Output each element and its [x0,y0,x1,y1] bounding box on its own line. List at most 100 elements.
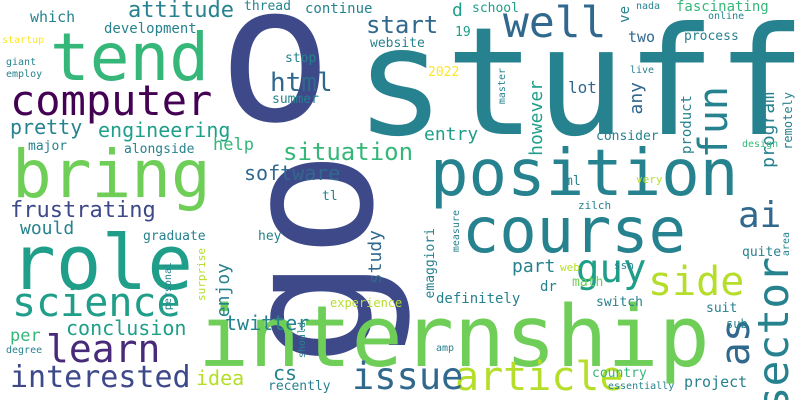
word-attitude: attitude [128,0,234,23]
word-tend: tend [50,19,209,96]
word-amp: amp [436,343,455,354]
word-tl: tl [322,189,338,204]
word-emaggiori: emaggiori [423,228,438,299]
word-stuff: stuff [355,0,800,170]
word-web: web [560,261,580,274]
word-part: part [512,256,556,277]
word-essentially: essentially [608,381,675,392]
word-conclusion: conclusion [66,316,187,340]
word-bring: bring [12,136,211,213]
word-summer: summer [272,92,319,107]
word-issue: issue [352,355,464,398]
word-internship: internship [198,288,710,387]
word-graduate: graduate [143,229,206,244]
word-situation: situation [283,138,414,166]
word-suit: suit [706,301,738,316]
word-start: start [366,11,439,39]
word-guy: guy [576,247,647,292]
word-which: which [30,8,76,26]
word-per: per [10,326,41,346]
word-major: major [28,139,68,154]
word-sub: sub [726,317,748,331]
word-ai: ai [738,195,782,236]
word-engineering: engineering [98,118,231,142]
word-continue: continue [305,1,373,17]
word-school: school [472,1,519,16]
word-consider: consider [596,129,659,144]
word-zilch: zilch [578,199,612,212]
word-fun: fun [691,86,737,159]
word-area: area [781,232,792,257]
word-two: two [628,28,656,46]
word-dr: dr [540,279,557,295]
word-project: project [684,373,748,391]
word-online: online [708,11,745,22]
word-very: very [636,173,663,186]
word-quite: quite [742,245,782,260]
word-should: should [297,322,308,359]
word-frustrating: frustrating [10,198,156,223]
word-math: math [572,275,604,290]
word-country: country [592,366,647,381]
word-design: design [742,139,779,150]
word-hey: hey [258,229,282,244]
word-2022: 2022 [428,65,460,80]
word-sector: sector [749,257,799,400]
word-position: position [430,137,739,211]
word-switch: switch [596,295,643,310]
word-course: course [462,194,686,267]
word-cs: cs [273,361,298,385]
word-definitely: definitely [436,291,521,307]
word-process: process [684,29,739,44]
word-master: master [497,68,508,105]
word-ml: ml [565,174,581,189]
word-recently: recently [268,379,331,394]
word-startup: startup [2,35,45,46]
word-remotely: remotely [781,92,795,150]
word-development: development [104,21,197,37]
word-science: science [12,280,181,326]
word-would: would [20,218,75,239]
word-nada: nada [636,1,661,12]
word-website: website [370,36,425,51]
word-alongside: alongside [124,142,195,157]
word-well: well [503,0,607,48]
word-learn: learn [46,327,161,371]
word-study: study [365,230,386,285]
word-measure: measure [451,210,462,253]
word-employ: employ [6,69,43,80]
word-pretty: pretty [10,115,83,139]
word-giant: giant [6,57,37,68]
word-stop: stop [285,51,317,66]
word-personal: personal [163,262,174,311]
word-thread: thread [244,0,291,14]
word-role: role [10,218,194,307]
word-article: article [455,354,624,400]
word-any: any [626,82,647,115]
word-idea: idea [196,366,245,390]
word-lot: lot [568,78,597,97]
word-product: product [679,95,695,155]
word-help: help [213,135,254,155]
word-degree: degree [6,345,43,356]
word-software: software [244,161,341,185]
word-program: program [758,92,779,168]
word-entry: entry [424,124,479,145]
word-live: live [630,65,655,76]
word-experience: experience [330,296,403,310]
word-computer: computer [10,76,213,125]
word-side: side [648,259,745,305]
word-o: o [218,0,333,165]
word-twitter: twitter [225,311,310,335]
word-surprise: surprise [195,248,208,301]
word-enjoy: enjoy [213,263,234,318]
word-19: 19 [455,25,471,40]
word-however: however [526,80,547,156]
word-interested: interested [10,360,191,395]
word-fascinating: fascinating [676,0,769,15]
word-d: d [452,0,463,21]
word-html: html [270,68,333,98]
word-ve: ve [617,6,633,23]
word-ssn: ssn [614,259,634,272]
